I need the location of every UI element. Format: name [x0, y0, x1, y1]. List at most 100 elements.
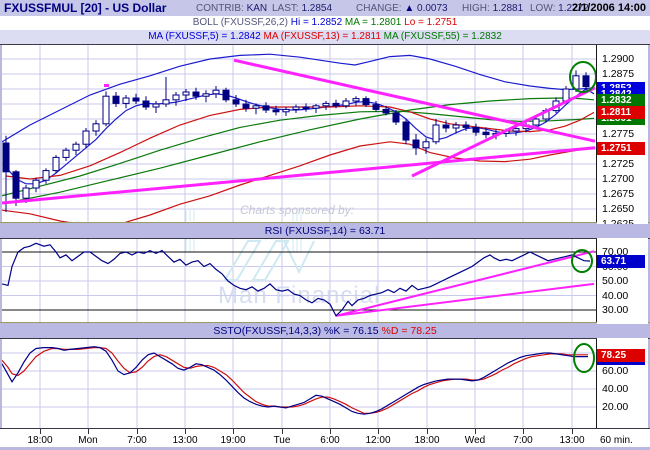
candlestick: [342, 100, 350, 107]
candlestick: [432, 124, 440, 143]
rsi-chart[interactable]: Man Financial: [2, 239, 596, 322]
ssto-chart[interactable]: [2, 339, 596, 428]
interval-label: 60 min.: [600, 435, 633, 446]
time-tick-mark: [282, 429, 283, 434]
candlestick: [532, 118, 540, 126]
change-field: CHANGE: ▲ 0.0073: [356, 3, 448, 14]
boll-ma-value: MA = 1.2801: [342, 17, 402, 28]
candlestick: [112, 95, 120, 104]
time-tick-mark: [523, 429, 524, 434]
trendline[interactable]: [411, 86, 596, 178]
annotation-dot[interactable]: [104, 84, 109, 87]
annotation-circle[interactable]: [571, 249, 593, 273]
ssto-indicator-panel[interactable]: [2, 339, 597, 428]
trendline[interactable]: [335, 282, 595, 317]
axis-tick-label: 1.2775: [602, 128, 635, 140]
candlestick: [582, 75, 590, 88]
candlestick: [72, 143, 80, 151]
time-tick-mark: [572, 429, 573, 434]
trendline[interactable]: [335, 250, 595, 317]
time-tick-mark: [427, 429, 428, 434]
watermark-logo-chevrons: [223, 240, 290, 281]
low-field: LOW: 1.2772: [530, 3, 589, 14]
separator-line: [0, 428, 650, 429]
datetime-label: 2/1/2006 14:00: [571, 2, 646, 14]
bollinger-legend-row: BOLL (FXUSSF,26,2) Hi = 1.2852 MA = 1.28…: [0, 16, 650, 30]
axis-tick-label: 1.2675: [602, 188, 635, 200]
trendline[interactable]: [2, 146, 596, 205]
main-price-chart-panel[interactable]: Charts sponsored by:: [2, 45, 597, 222]
separator-line: [0, 322, 650, 323]
axis-tick-label: 40.00: [602, 383, 629, 395]
ma13-line: [5, 105, 595, 180]
price-badge: 1.2811: [597, 106, 645, 120]
ssto-title-d: %D = 78.25: [381, 325, 437, 337]
axis-tick-label: 1.2900: [602, 53, 635, 65]
candlestick: [362, 98, 370, 106]
axis-tick-label: 30.00: [602, 304, 629, 316]
rsi-line: [2, 242, 591, 317]
ma5-line: [5, 88, 595, 185]
price-badge: 63.71: [597, 255, 645, 269]
candlestick: [142, 100, 150, 108]
ssto-d-line: [2, 347, 588, 414]
candlestick: [42, 170, 50, 181]
candlestick: [12, 171, 20, 199]
candlestick: [102, 95, 110, 125]
candlestick: [242, 103, 250, 109]
ma5-value: MA (FXUSSF,5) = 1.2842: [148, 31, 261, 42]
time-label: 7:00: [127, 435, 147, 446]
candlestick: [422, 141, 430, 149]
candlestick: [132, 97, 140, 102]
rsi-indicator-panel[interactable]: Man Financial: [2, 239, 597, 322]
watermark-logo-v: [283, 240, 315, 275]
symbol-title: FXUSSFMUL [20] - US Dollar: [4, 1, 167, 15]
trendline[interactable]: [233, 58, 596, 143]
candlestick: [372, 104, 380, 110]
time-tick-mark: [233, 429, 234, 434]
time-label: 7:00: [513, 435, 533, 446]
candlestick: [22, 187, 30, 199]
candlestick: [292, 106, 300, 110]
candlestick: [122, 97, 130, 104]
window-bottom-edge: [0, 447, 650, 450]
annotation-circle[interactable]: [569, 61, 596, 93]
candlestick: [52, 156, 60, 172]
candlestick: [232, 99, 240, 105]
quote-header-bar: FXUSSFMUL [20] - US Dollar CONTRIB: KAN …: [0, 0, 650, 16]
axis-tick-label: 20.00: [602, 401, 629, 413]
time-tick-mark: [185, 429, 186, 434]
price-badge: 1.2832: [597, 93, 645, 107]
contrib-field: CONTRIB: KAN: [196, 3, 268, 14]
candlestick: [352, 98, 360, 102]
candlestick: [332, 102, 340, 107]
boll-hi-line: [2, 53, 595, 143]
boll-lo-value: Lo = 1.2751: [401, 17, 458, 28]
candlestick: [212, 89, 220, 95]
time-tick-mark: [330, 429, 331, 434]
high-field: HIGH: 1.2881: [462, 3, 524, 14]
axis-tick-label: 1.2725: [602, 158, 635, 170]
time-axis: 18:00 Mon 7:00 13:00 19:00 Tue 6:00 12:00 18:00 W…: [0, 429, 650, 447]
candlestick: [92, 123, 100, 132]
candlestick: [62, 149, 70, 158]
price-badge: 1.2751: [597, 142, 645, 156]
main-price-chart[interactable]: [2, 45, 596, 222]
time-label: 18:00: [414, 435, 440, 446]
ma55-line: [5, 97, 595, 204]
ma13-value: MA (FXUSSF,13) = 1.2811: [260, 31, 381, 42]
annotation-circle[interactable]: [573, 343, 595, 373]
separator-line: [0, 238, 650, 239]
time-tick-mark: [378, 429, 379, 434]
time-tick-mark: [475, 429, 476, 434]
axis-tick-label: 50.00: [602, 275, 629, 287]
axis-tick-label: 1.2700: [602, 173, 635, 185]
ssto-k-line: [2, 346, 588, 415]
price-badge: 78.25: [597, 348, 645, 362]
candlestick: [222, 89, 230, 101]
axis-tick-label: 1.2875: [602, 68, 635, 80]
axis-tick-label: 70.00: [602, 246, 629, 258]
boll-hi-value: Hi = 1.2852: [290, 17, 343, 28]
axis-tick-label: 60.00: [602, 365, 629, 377]
